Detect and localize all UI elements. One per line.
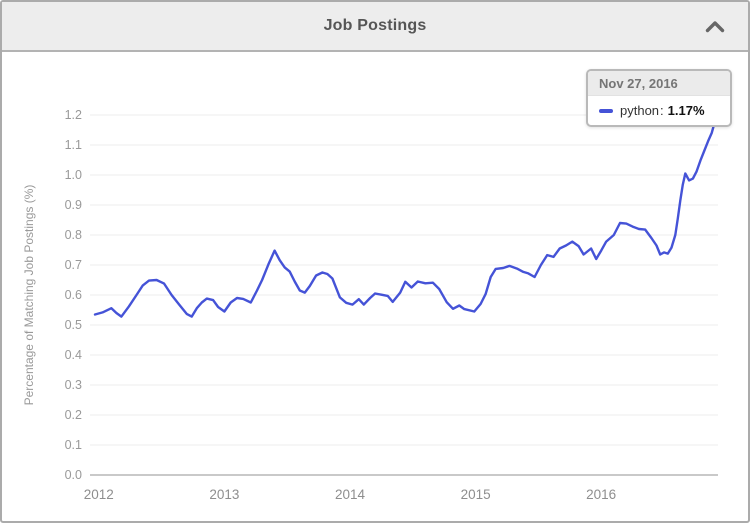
tooltip-series-name: python (620, 103, 660, 118)
y-tick-label: 0.6 (65, 288, 82, 302)
y-tick-label: 0.4 (65, 348, 82, 362)
tooltip-separator: : (660, 103, 664, 118)
chart-region: 0.0 0.1 0.2 0.3 0.4 0.5 0.6 0.7 0.8 0.9 1.0 1.1 1.2 2… (2, 52, 752, 525)
y-tick-label: 0.9 (65, 198, 82, 212)
tooltip-series-marker (599, 108, 613, 113)
y-tick-label: 1.0 (65, 168, 82, 182)
collapse-button[interactable] (702, 13, 728, 39)
y-tick-label: 1.2 (65, 108, 82, 122)
chevron-up-icon (705, 20, 725, 33)
y-tick-label: 0.5 (65, 318, 82, 332)
y-tick-label: 1.1 (65, 138, 82, 152)
tooltip-date: Nov 27, 2016 (588, 71, 730, 96)
panel-title: Job Postings (323, 17, 427, 34)
chart-canvas[interactable]: 0.0 0.1 0.2 0.3 0.4 0.5 0.6 0.7 0.8 0.9 1.0 1.1 1.2 2… (2, 52, 752, 525)
series-line-python (93, 122, 716, 318)
chart-tooltip: Nov 27, 2016 python : 1.17% (586, 69, 732, 127)
y-axis-title: Percentage of Matching Job Postings (%) (22, 185, 36, 406)
y-tick-label: 0.8 (65, 228, 82, 242)
y-tick-label: 0.3 (65, 378, 82, 392)
y-tick-label: 0.2 (65, 408, 82, 422)
x-tick-label: 2015 (461, 487, 491, 502)
panel-header: Job Postings (2, 2, 748, 52)
y-tick-label: 0.1 (65, 438, 82, 452)
x-tick-label: 2016 (586, 487, 616, 502)
tooltip-body: python : 1.17% (588, 96, 730, 125)
tooltip-series-value: 1.17% (667, 103, 705, 118)
x-tick-label: 2014 (335, 487, 366, 502)
x-tick-label: 2012 (84, 487, 114, 502)
x-tick-label: 2013 (209, 487, 239, 502)
y-tick-label: 0.0 (65, 468, 82, 482)
y-tick-label: 0.7 (65, 258, 82, 272)
